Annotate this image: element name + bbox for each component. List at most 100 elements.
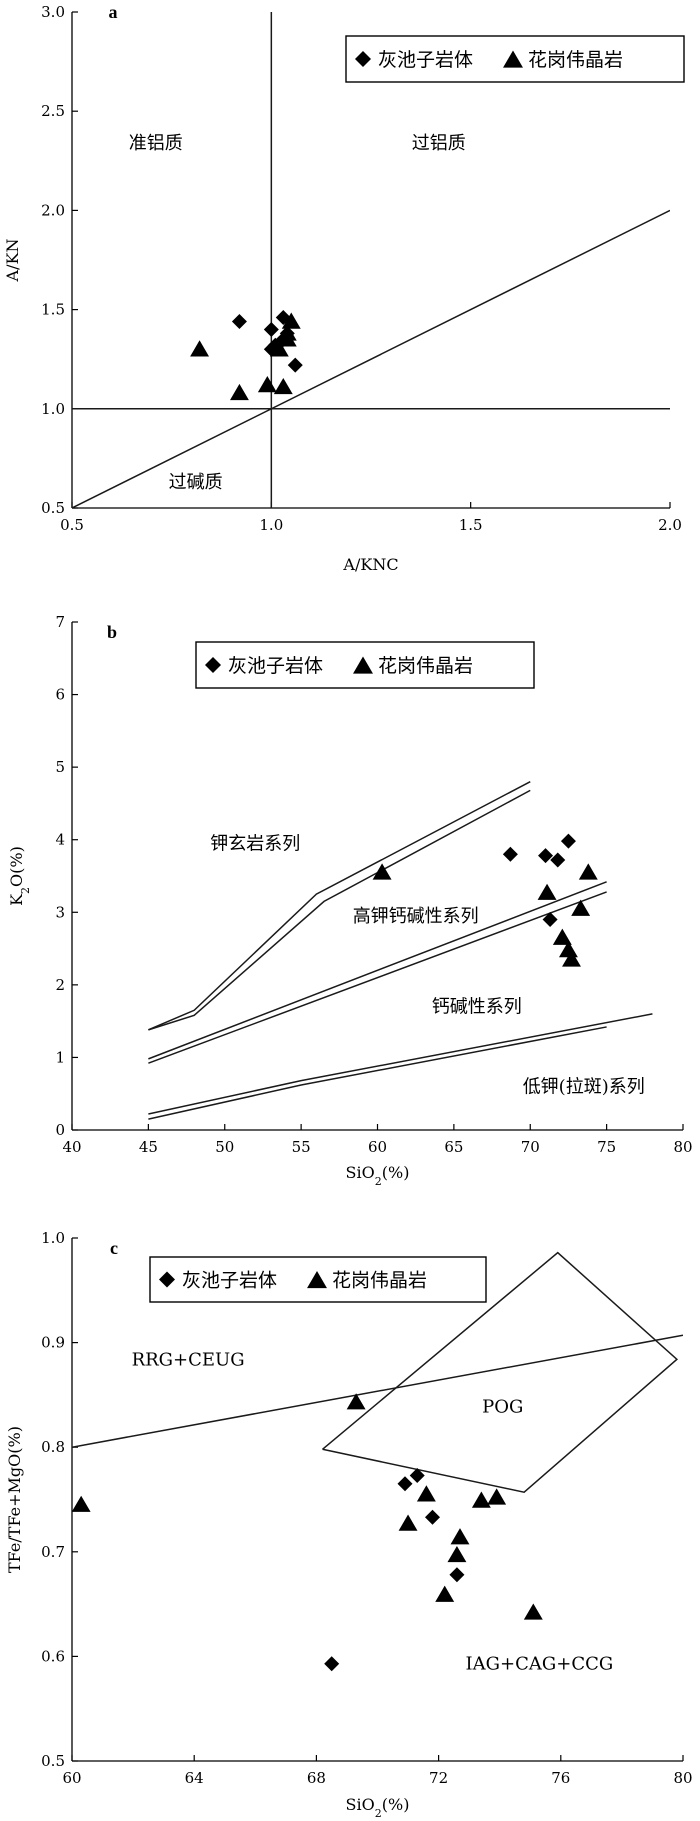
boundary-line bbox=[148, 780, 531, 1031]
data-point-triangle bbox=[372, 863, 392, 880]
panel-b-y-axis-label: K2O(%) bbox=[7, 846, 32, 906]
panel-label: c bbox=[110, 1238, 118, 1258]
data-point-diamond bbox=[263, 321, 279, 337]
legend-diamond-icon bbox=[159, 1271, 175, 1288]
legend-diamond-icon bbox=[355, 51, 371, 67]
data-point-triangle bbox=[257, 375, 277, 393]
data-point-triangle bbox=[447, 1545, 467, 1563]
y-tick-label: 1 bbox=[55, 1048, 65, 1066]
boundary-line bbox=[148, 881, 607, 1060]
x-tick-label: 1.0 bbox=[259, 516, 283, 534]
panel-b-x-axis-label: SiO2(%) bbox=[346, 1163, 410, 1188]
x-tick-label: 70 bbox=[521, 1138, 540, 1156]
data-point-triangle bbox=[552, 928, 572, 945]
legend-triangle-icon bbox=[503, 50, 523, 68]
y-tick-label: 6 bbox=[55, 686, 65, 704]
panel-label: b bbox=[107, 622, 117, 642]
data-point-diamond bbox=[424, 1509, 440, 1525]
y-tick-label: 0.7 bbox=[41, 1543, 65, 1561]
y-tick-label: 2.5 bbox=[41, 102, 65, 120]
region-label: POG bbox=[482, 1396, 523, 1417]
boundary-line bbox=[72, 209, 670, 508]
x-tick-label: 80 bbox=[673, 1138, 692, 1156]
panel-c-y-axis-label: TFe/TFe+MgO(%) bbox=[5, 1426, 24, 1573]
data-point-triangle bbox=[416, 1485, 436, 1502]
y-tick-label: 3.0 bbox=[41, 3, 65, 21]
y-tick-label: 1.0 bbox=[41, 1229, 65, 1247]
data-point-triangle bbox=[523, 1603, 543, 1620]
legend-label: 花岗伟晶岩 bbox=[528, 49, 623, 71]
x-tick-label: 2.0 bbox=[658, 516, 682, 534]
data-point-diamond bbox=[550, 852, 566, 868]
legend-label: 灰池子岩体 bbox=[378, 49, 473, 71]
region-label: 钙碱性系列 bbox=[432, 997, 522, 1018]
data-point-triangle bbox=[229, 383, 249, 401]
y-tick-label: 1.5 bbox=[41, 301, 65, 319]
data-point-diamond bbox=[542, 912, 558, 928]
data-point-diamond bbox=[287, 357, 303, 373]
data-point-triangle bbox=[537, 883, 557, 900]
region-label: 过碱质 bbox=[169, 472, 223, 493]
data-point-triangle bbox=[562, 950, 581, 967]
y-tick-label: 0.5 bbox=[41, 499, 65, 517]
legend-triangle-icon bbox=[353, 656, 373, 674]
x-tick-label: 68 bbox=[307, 1769, 326, 1787]
data-point-diamond bbox=[449, 1567, 465, 1583]
panel-label: a bbox=[109, 2, 118, 22]
boundary-line bbox=[148, 1026, 607, 1120]
legend-label: 花岗伟晶岩 bbox=[378, 655, 473, 677]
y-tick-label: 0.6 bbox=[41, 1647, 65, 1665]
legend-label: 灰池子岩体 bbox=[228, 655, 323, 677]
data-point-triangle bbox=[269, 340, 289, 357]
data-point-triangle bbox=[281, 312, 301, 329]
y-tick-label: 3 bbox=[55, 903, 65, 921]
legend-diamond-icon bbox=[205, 657, 221, 673]
x-tick-label: 50 bbox=[215, 1138, 234, 1156]
boundary-line bbox=[322, 1251, 679, 1493]
data-point-triangle bbox=[273, 377, 293, 395]
data-point-triangle bbox=[71, 1495, 91, 1512]
data-point-triangle bbox=[277, 330, 297, 347]
y-tick-label: 5 bbox=[55, 758, 65, 776]
x-tick-label: 64 bbox=[185, 1769, 204, 1787]
region-label: RRG+CEUG bbox=[132, 1349, 245, 1370]
x-tick-label: 0.5 bbox=[60, 516, 84, 534]
panel-a-x-axis-label: A/KNC bbox=[342, 555, 398, 574]
y-tick-label: 0.8 bbox=[41, 1438, 65, 1456]
x-tick-label: 75 bbox=[597, 1138, 616, 1156]
data-point-triangle bbox=[571, 899, 591, 916]
data-point-diamond bbox=[231, 314, 247, 330]
data-point-triangle bbox=[558, 941, 578, 958]
y-tick-label: 0.5 bbox=[41, 1752, 65, 1770]
x-tick-label: 72 bbox=[429, 1769, 448, 1787]
data-point-triangle bbox=[398, 1514, 418, 1531]
y-tick-label: 2.0 bbox=[41, 201, 65, 219]
data-point-triangle bbox=[346, 1393, 366, 1410]
region-label: 过铝质 bbox=[412, 133, 466, 154]
data-point-triangle bbox=[578, 863, 598, 880]
boundary-line bbox=[72, 1334, 683, 1448]
region-label: 准铝质 bbox=[129, 133, 183, 154]
data-point-diamond bbox=[397, 1476, 413, 1492]
panel-a-y-axis-label: A/KN bbox=[3, 239, 22, 283]
data-point-diamond bbox=[538, 848, 554, 864]
y-tick-label: 1.0 bbox=[41, 400, 65, 418]
y-tick-label: 2 bbox=[55, 976, 65, 994]
data-point-diamond bbox=[409, 1467, 425, 1483]
boundary-line bbox=[148, 891, 607, 1064]
data-point-diamond bbox=[502, 846, 518, 862]
region-label: IAG+CAG+CCG bbox=[466, 1654, 614, 1675]
legend-label: 花岗伟晶岩 bbox=[332, 1270, 427, 1292]
data-point-triangle bbox=[450, 1528, 470, 1545]
region-label: 低钾(拉斑)系列 bbox=[523, 1076, 645, 1097]
x-tick-label: 1.5 bbox=[459, 516, 483, 534]
legend-label: 灰池子岩体 bbox=[182, 1270, 277, 1292]
data-point-triangle bbox=[487, 1488, 507, 1505]
boundary-line bbox=[148, 789, 531, 1031]
data-point-triangle bbox=[190, 340, 210, 357]
x-tick-label: 76 bbox=[551, 1769, 570, 1787]
x-tick-label: 60 bbox=[368, 1138, 387, 1156]
data-point-triangle bbox=[471, 1491, 491, 1508]
x-tick-label: 40 bbox=[62, 1138, 81, 1156]
